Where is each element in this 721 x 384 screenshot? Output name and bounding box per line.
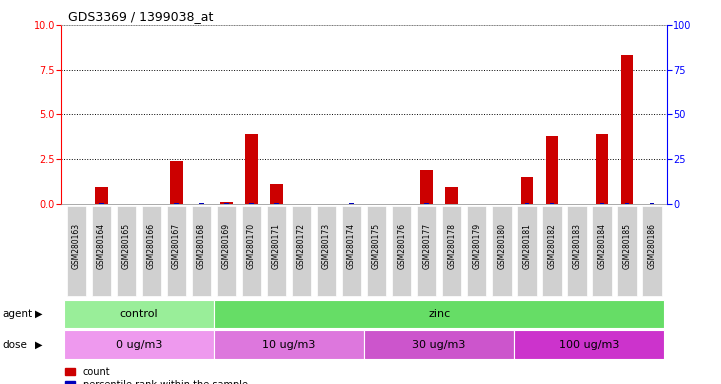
Text: GSM280175: GSM280175 <box>372 223 381 269</box>
FancyBboxPatch shape <box>214 330 364 359</box>
Text: GSM280170: GSM280170 <box>247 223 256 269</box>
Bar <box>600 203 604 204</box>
FancyBboxPatch shape <box>542 206 562 296</box>
FancyBboxPatch shape <box>567 206 587 296</box>
FancyBboxPatch shape <box>364 330 514 359</box>
FancyBboxPatch shape <box>442 206 461 296</box>
Legend: count, percentile rank within the sample: count, percentile rank within the sample <box>61 363 252 384</box>
FancyBboxPatch shape <box>617 206 637 296</box>
Text: GSM280177: GSM280177 <box>423 223 431 269</box>
Text: GSM280165: GSM280165 <box>122 223 131 269</box>
Text: GSM280163: GSM280163 <box>72 223 81 269</box>
Text: GSM280171: GSM280171 <box>272 223 281 269</box>
FancyBboxPatch shape <box>242 206 261 296</box>
Text: GSM280179: GSM280179 <box>472 223 481 269</box>
Text: ▶: ▶ <box>35 339 42 350</box>
FancyBboxPatch shape <box>267 206 286 296</box>
Bar <box>420 170 433 204</box>
Bar <box>270 184 283 204</box>
Text: GSM280184: GSM280184 <box>598 223 606 269</box>
Text: GSM280181: GSM280181 <box>522 223 531 269</box>
FancyBboxPatch shape <box>192 206 211 296</box>
Bar <box>224 203 229 204</box>
FancyBboxPatch shape <box>467 206 487 296</box>
Text: 100 ug/m3: 100 ug/m3 <box>559 339 619 350</box>
FancyBboxPatch shape <box>217 206 236 296</box>
FancyBboxPatch shape <box>117 206 136 296</box>
Bar <box>220 202 233 204</box>
Text: GSM280169: GSM280169 <box>222 223 231 269</box>
Text: GSM280178: GSM280178 <box>447 223 456 269</box>
Bar <box>596 134 608 204</box>
Bar <box>95 187 107 204</box>
FancyBboxPatch shape <box>492 206 511 296</box>
Bar <box>199 203 204 204</box>
FancyBboxPatch shape <box>342 206 361 296</box>
Text: GSM280173: GSM280173 <box>322 223 331 269</box>
Text: 0 ug/m3: 0 ug/m3 <box>115 339 162 350</box>
Text: GSM280176: GSM280176 <box>397 223 406 269</box>
FancyBboxPatch shape <box>141 206 161 296</box>
Text: agent: agent <box>2 309 32 319</box>
Text: dose: dose <box>2 339 27 350</box>
Text: GSM280180: GSM280180 <box>497 223 506 269</box>
Bar <box>446 187 458 204</box>
Bar <box>274 203 279 204</box>
Bar <box>524 203 529 204</box>
FancyBboxPatch shape <box>292 206 311 296</box>
Text: GDS3369 / 1399038_at: GDS3369 / 1399038_at <box>68 10 214 23</box>
FancyBboxPatch shape <box>63 300 214 328</box>
Bar <box>249 203 254 204</box>
Bar <box>549 203 554 204</box>
Bar <box>425 203 429 204</box>
Text: GSM280183: GSM280183 <box>572 223 581 269</box>
FancyBboxPatch shape <box>367 206 386 296</box>
FancyBboxPatch shape <box>514 330 665 359</box>
Text: zinc: zinc <box>428 309 451 319</box>
Text: GSM280182: GSM280182 <box>547 223 557 269</box>
Bar <box>245 134 257 204</box>
Bar <box>546 136 558 204</box>
FancyBboxPatch shape <box>642 206 662 296</box>
Bar <box>624 203 629 204</box>
FancyBboxPatch shape <box>317 206 336 296</box>
Text: ▶: ▶ <box>35 309 42 319</box>
Text: control: control <box>120 309 158 319</box>
FancyBboxPatch shape <box>592 206 611 296</box>
FancyBboxPatch shape <box>167 206 186 296</box>
FancyBboxPatch shape <box>392 206 412 296</box>
FancyBboxPatch shape <box>417 206 436 296</box>
Text: GSM280172: GSM280172 <box>297 223 306 269</box>
Text: GSM280164: GSM280164 <box>97 223 106 269</box>
Bar <box>621 55 633 204</box>
Text: GSM280168: GSM280168 <box>197 223 206 269</box>
FancyBboxPatch shape <box>517 206 536 296</box>
Text: 10 ug/m3: 10 ug/m3 <box>262 339 316 350</box>
FancyBboxPatch shape <box>63 330 214 359</box>
Bar <box>170 161 182 204</box>
FancyBboxPatch shape <box>66 206 86 296</box>
Text: GSM280167: GSM280167 <box>172 223 181 269</box>
FancyBboxPatch shape <box>92 206 111 296</box>
Text: GSM280186: GSM280186 <box>647 223 656 269</box>
FancyBboxPatch shape <box>214 300 665 328</box>
Bar <box>521 177 533 204</box>
Text: GSM280185: GSM280185 <box>622 223 632 269</box>
Text: 30 ug/m3: 30 ug/m3 <box>412 339 466 350</box>
Text: GSM280166: GSM280166 <box>147 223 156 269</box>
Text: GSM280174: GSM280174 <box>347 223 356 269</box>
